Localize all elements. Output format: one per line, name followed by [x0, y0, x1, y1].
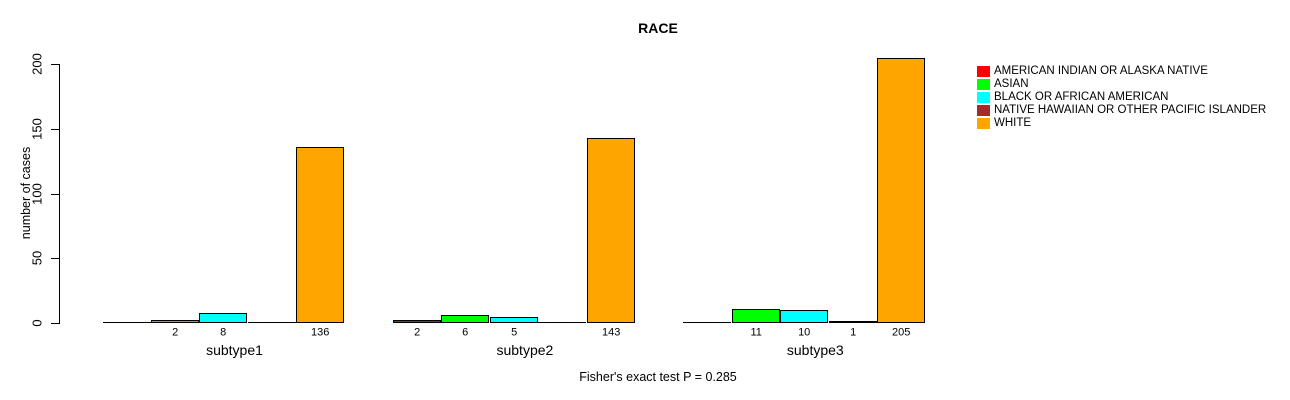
y-axis-tick-label: 150 — [29, 118, 45, 140]
bar-value-label: 5 — [511, 326, 518, 339]
y-axis-tick — [51, 258, 59, 259]
bar-subtype1-white — [296, 147, 344, 323]
bar-subtype2-asian — [441, 315, 489, 323]
y-axis-line — [59, 64, 60, 324]
bar-subtype1-native — [248, 322, 296, 323]
bar-subtype2-white — [587, 138, 635, 323]
bar-value-label: 1 — [850, 326, 857, 339]
bar-value-label: 143 — [602, 326, 621, 339]
legend-item: BLACK OR AFRICAN AMERICAN — [977, 90, 1266, 103]
legend-swatch — [977, 66, 990, 77]
y-axis-tick-label: 0 — [29, 319, 45, 327]
bar-subtype3-native — [829, 321, 877, 323]
y-axis-tick — [51, 323, 59, 324]
bar-value-label: 2 — [414, 326, 421, 339]
bar-subtype3-white — [877, 58, 925, 323]
bar-subtype2-black — [490, 317, 538, 323]
legend-label: AMERICAN INDIAN OR ALASKA NATIVE — [994, 64, 1208, 77]
y-axis-tick-label: 200 — [29, 53, 45, 75]
legend-item: NATIVE HAWAIIAN OR OTHER PACIFIC ISLANDE… — [977, 103, 1267, 116]
y-axis-tick — [51, 194, 59, 195]
x-category-label: subtype2 — [496, 342, 554, 358]
legend-label: BLACK OR AFRICAN AMERICAN — [994, 90, 1169, 103]
bar-subtype1-american — [103, 322, 151, 323]
legend-item: AMERICAN INDIAN OR ALASKA NATIVE — [977, 64, 1266, 77]
legend-swatch — [977, 92, 990, 103]
bar-value-label: 10 — [798, 326, 811, 339]
y-axis-tick — [51, 129, 59, 130]
bar-subtype1-black — [199, 313, 247, 323]
bar-value-label: 205 — [892, 326, 911, 339]
legend-item: ASIAN — [977, 77, 1266, 90]
bar-subtype1-asian — [151, 320, 199, 323]
legend-item: WHITE — [977, 116, 1266, 129]
y-axis-tick-label: 100 — [29, 183, 45, 205]
bar-subtype3-american — [683, 322, 731, 323]
legend-swatch — [977, 105, 990, 116]
legend-label: WHITE — [994, 116, 1032, 129]
bar-subtype2-native — [538, 322, 586, 323]
x-category-label: subtype1 — [206, 342, 263, 358]
bar-value-label: 6 — [462, 326, 469, 339]
y-axis-tick — [51, 64, 59, 65]
legend-label: NATIVE HAWAIIAN OR OTHER PACIFIC ISLANDE… — [994, 103, 1267, 116]
legend: AMERICAN INDIAN OR ALASKA NATIVE ASIAN BLA… — [977, 64, 1267, 129]
bar-subtype3-black — [780, 310, 828, 323]
bar-value-label: 136 — [311, 326, 330, 339]
bar-subtype2-american — [393, 320, 441, 323]
fisher-test-note: Fisher's exact test P = 0.285 — [579, 370, 737, 384]
bar-value-label: 11 — [750, 326, 762, 339]
legend-label: ASIAN — [994, 77, 1029, 90]
legend-swatch — [977, 118, 990, 129]
bar-value-label: 2 — [172, 326, 179, 339]
legend-swatch — [977, 79, 990, 90]
y-axis-tick-label: 50 — [29, 250, 45, 266]
x-category-label: subtype3 — [786, 342, 844, 358]
bar-value-label: 8 — [220, 326, 227, 339]
chart-title: RACE — [638, 20, 678, 36]
bar-subtype3-asian — [732, 309, 780, 323]
